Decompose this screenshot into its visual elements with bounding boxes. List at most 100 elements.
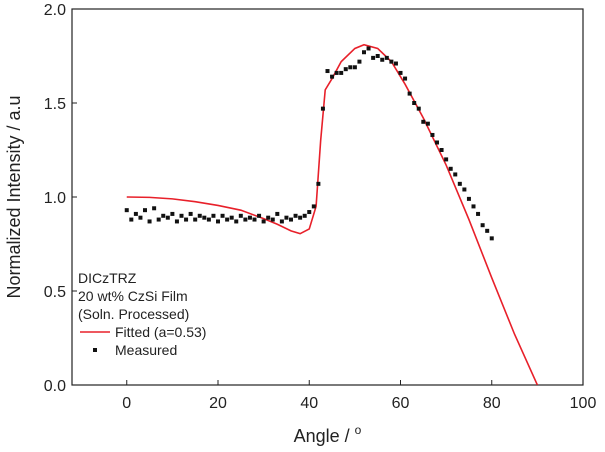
measured-point (485, 228, 490, 233)
measured-point (371, 55, 376, 60)
measured-point (339, 70, 344, 75)
legend-measured-label: Measured (115, 342, 177, 358)
measured-point (357, 59, 362, 64)
x-tick-label: 40 (300, 395, 318, 412)
measured-point (147, 219, 152, 224)
measured-point (320, 106, 325, 111)
measured-point (412, 101, 417, 105)
measured-point (197, 213, 202, 218)
y-tick-label: 1.5 (44, 96, 66, 113)
x-axis-title-text: Angle / (294, 426, 355, 446)
measured-point (462, 187, 467, 192)
measured-point (489, 236, 494, 241)
measured-point (476, 211, 481, 216)
measured-point (275, 211, 280, 216)
measured-point (375, 54, 380, 58)
measured-point (247, 215, 252, 220)
measured-point (293, 213, 298, 218)
measured-point (229, 215, 234, 220)
measured-point (193, 217, 198, 222)
measured-point (165, 215, 170, 220)
measured-point (362, 50, 366, 55)
measured-point (393, 61, 398, 66)
measured-point (435, 140, 439, 145)
measured-point (238, 213, 243, 218)
x-tick-label: 80 (483, 395, 501, 412)
y-tick-label: 2.0 (44, 2, 66, 19)
legend-header-line: DICzTRZ (78, 270, 137, 286)
measured-point (430, 132, 435, 137)
measured-point (220, 213, 225, 218)
measured-point (174, 219, 179, 224)
measured-point (225, 217, 230, 222)
measured-point (398, 70, 403, 75)
measured-point (138, 215, 143, 220)
measured-point (257, 213, 262, 218)
measured-point (334, 70, 339, 75)
measured-point (133, 211, 138, 216)
measured-point (403, 76, 408, 81)
measured-point (330, 74, 335, 79)
measured-point (466, 196, 471, 201)
measured-point (170, 211, 175, 216)
fitted-line-series (126, 43, 539, 385)
measured-point (129, 217, 134, 222)
measured-point (425, 121, 430, 126)
measured-point (316, 181, 321, 186)
measured-point (444, 157, 449, 162)
measured-point (448, 166, 453, 171)
measured-point (302, 213, 307, 218)
measured-point (243, 217, 248, 222)
measured-point (279, 219, 284, 224)
measured-point (179, 213, 184, 218)
x-tick-label: 100 (570, 395, 597, 412)
measured-point (380, 57, 385, 62)
measured-point (234, 219, 239, 224)
measured-point (416, 106, 421, 111)
measured-point (188, 211, 193, 216)
legend-fitted-label: Fitted (a=0.53) (115, 324, 206, 340)
measured-point (216, 219, 220, 224)
measured-point (143, 208, 147, 213)
measured-point (348, 65, 353, 70)
measured-point (453, 172, 458, 177)
measured-point (407, 91, 412, 96)
measured-point (252, 217, 257, 222)
chart-marks (124, 43, 539, 385)
measured-point (389, 59, 394, 64)
measured-point (206, 217, 211, 222)
legend-measured-swatch (93, 348, 97, 352)
measured-point (343, 67, 348, 72)
x-tick-label: 0 (122, 395, 131, 412)
measured-point (202, 215, 207, 220)
legend: DICzTRZ 20 wt% CzSi Film (Soln. Processed)… (78, 270, 206, 358)
measured-point (211, 213, 216, 218)
measured-point (457, 181, 462, 186)
measured-point (261, 219, 266, 224)
measured-point (480, 223, 485, 228)
measured-point (161, 213, 166, 218)
measured-point (156, 217, 161, 222)
axes: 0 20 40 60 80 100 0.0 0.5 1.0 1.5 2.0 (44, 2, 597, 412)
legend-header-line: 20 wt% CzSi Film (78, 288, 188, 304)
measured-point (352, 65, 357, 70)
x-tick-label: 20 (209, 395, 227, 412)
measured-point (266, 215, 271, 220)
measured-point (311, 204, 316, 209)
legend-header-line: (Soln. Processed) (78, 306, 189, 322)
y-tick-label: 0.0 (44, 378, 66, 395)
measured-point (270, 217, 275, 222)
measured-point (184, 217, 189, 222)
x-tick-label: 60 (392, 395, 410, 412)
measured-point (439, 148, 444, 152)
measured-point (421, 119, 426, 124)
measured-point (325, 69, 330, 74)
measured-point (298, 215, 303, 220)
measured-point (384, 55, 389, 60)
x-axis-title-superscript: o (355, 423, 362, 437)
measured-point (152, 206, 157, 211)
measured-point (284, 215, 289, 220)
measured-point (124, 208, 129, 213)
x-axis-title: Angle / o (294, 423, 362, 446)
